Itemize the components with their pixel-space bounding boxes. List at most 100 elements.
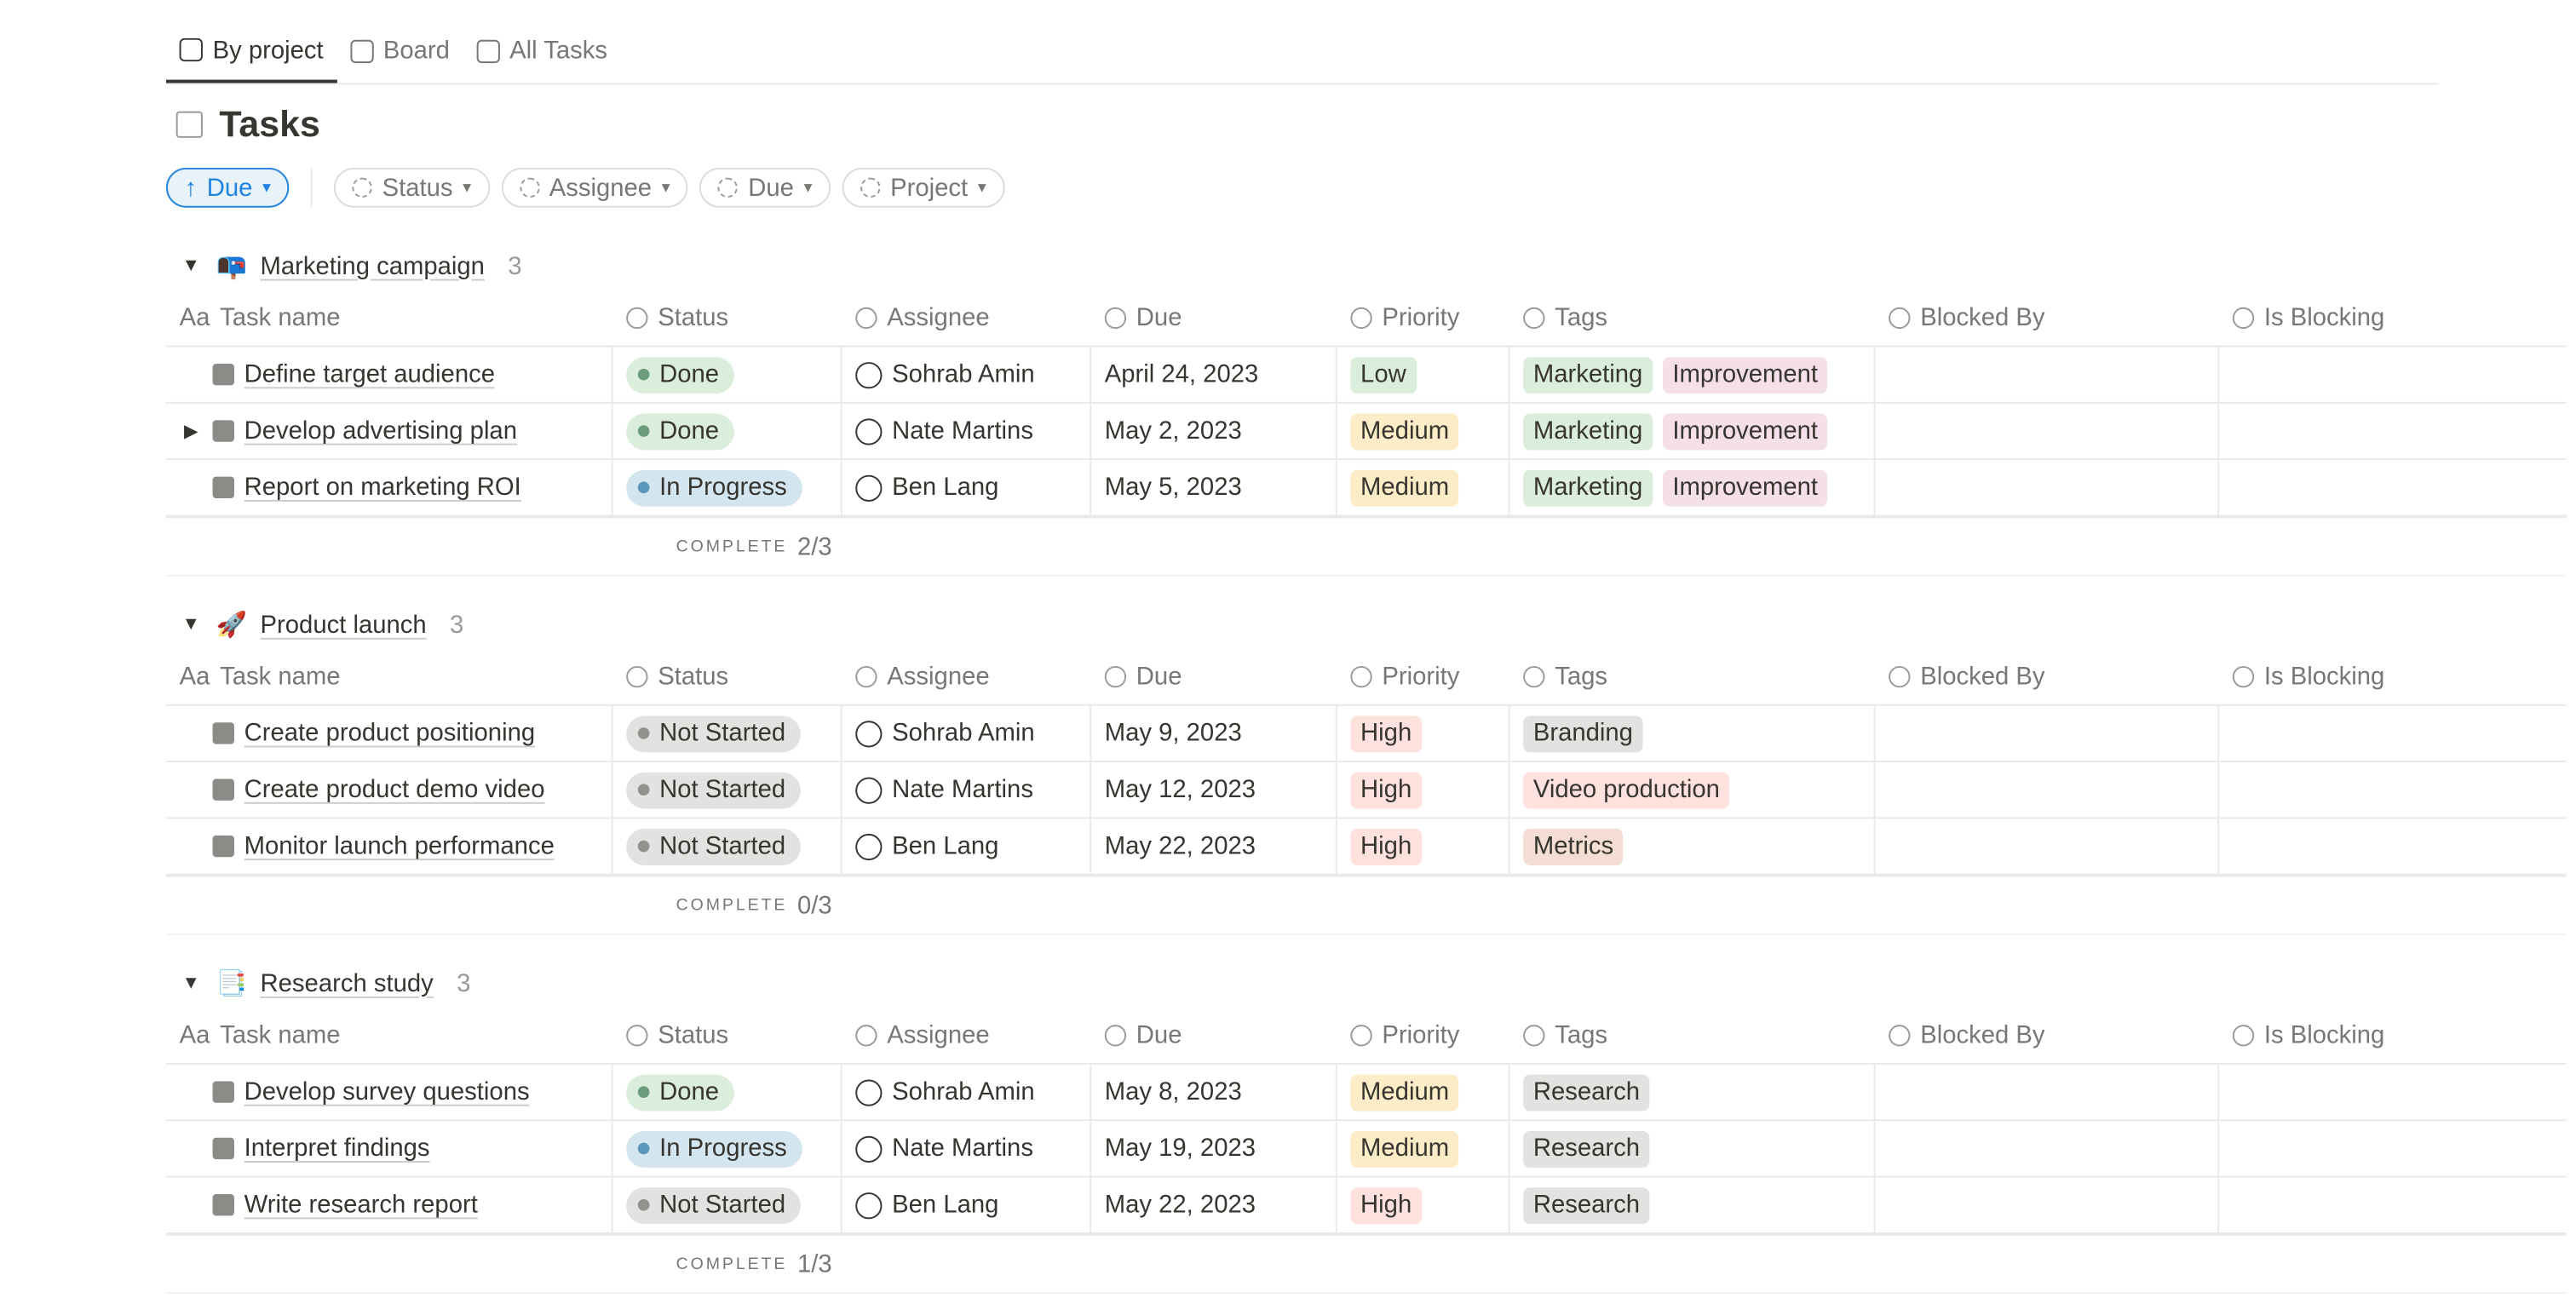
status-badge: Not Started [626, 771, 801, 808]
sort-pill[interactable]: ↑ Due ▾ [166, 167, 290, 208]
status-label: In Progress [659, 472, 787, 501]
column-icon [855, 665, 877, 688]
is-blocking-cell [2219, 1178, 2567, 1232]
status-dot [637, 1198, 650, 1211]
task-row: ▶ Develop advertising plan Done Nate Martin… [166, 403, 2567, 461]
column-label: Due [1136, 303, 1182, 332]
avatar [855, 361, 883, 388]
column-icon [2232, 665, 2255, 688]
assignee-cell: Nate Martins [842, 762, 1092, 818]
task-name[interactable]: Create product positioning [244, 719, 536, 748]
due-cell: April 24, 2023 [1091, 347, 1337, 402]
status-badge: Not Started [626, 1186, 801, 1224]
tags-cell: Branding [1510, 705, 1876, 761]
expand-toggle[interactable]: ▶ [183, 422, 198, 442]
due-date: May 22, 2023 [1104, 1191, 1256, 1220]
avatar [855, 832, 883, 860]
title-icon [175, 111, 203, 138]
assignee-name: Ben Lang [892, 831, 999, 861]
priority-cell: High [1337, 762, 1510, 818]
assignee-name: Ben Lang [892, 1191, 999, 1220]
blocked-by-cell [1876, 1121, 2220, 1176]
blocked-by-cell [1876, 1177, 2220, 1232]
filter-icon [860, 177, 881, 198]
page-icon [212, 1194, 234, 1216]
avatar [855, 1192, 883, 1219]
status-badge: Done [626, 356, 734, 393]
filter-pill[interactable]: Due ▾ [699, 167, 831, 208]
view-tab[interactable]: Board [336, 20, 463, 81]
column-icon: Aa [179, 663, 210, 692]
task-row: Monitor launch performance Not Started Ben… [166, 819, 2567, 876]
blocked-by-cell [1876, 705, 2220, 761]
status-dot [637, 840, 650, 853]
task-name[interactable]: Report on marketing ROI [244, 473, 521, 502]
group-header[interactable]: ▼ 📭 Marketing campaign 3 [166, 241, 2567, 291]
blocked-by-cell [1876, 460, 2220, 515]
assignee-cell: Ben Lang [842, 1177, 1092, 1232]
blocked-by-cell [1876, 762, 2220, 818]
complete-label: COMPLETE [676, 896, 788, 915]
group-name: Product launch [260, 610, 427, 639]
column-label: Task name [220, 303, 341, 332]
filter-pill[interactable]: Assignee ▾ [501, 167, 689, 208]
priority-badge: High [1350, 771, 1422, 808]
task-name[interactable]: Define target audience [244, 360, 495, 389]
group-header[interactable]: ▼ 🚀 Product launch 3 [166, 600, 2567, 650]
status-badge: Not Started [626, 828, 801, 865]
priority-badge: Low [1350, 356, 1417, 393]
column-header: Tags [1510, 290, 1876, 345]
status-cell: Not Started [613, 762, 842, 818]
filter-pill[interactable]: Status ▾ [334, 167, 490, 208]
view-tab[interactable]: All Tasks [463, 20, 621, 81]
task-row: Define target audience Done Sohrab Amin Apr… [166, 347, 2567, 404]
column-icon [626, 665, 648, 688]
column-icon [1104, 1025, 1127, 1047]
column-icon [1350, 665, 1372, 688]
column-label: Priority [1382, 1021, 1460, 1050]
chevron: ▾ [463, 178, 472, 198]
view-tab[interactable]: By project [166, 20, 337, 83]
column-icon [1889, 665, 1911, 688]
column-label: Status [658, 1021, 729, 1050]
tag: Research [1523, 1129, 1650, 1167]
status-cell: Done [613, 347, 842, 402]
page-icon [212, 835, 234, 858]
column-label: Priority [1382, 303, 1460, 332]
task-name[interactable]: Develop survey questions [244, 1077, 530, 1106]
task-name[interactable]: Interpret findings [244, 1134, 430, 1163]
status-dot [637, 784, 650, 796]
column-icon [1104, 307, 1127, 330]
tags-cell: Marketing Improvement [1510, 347, 1876, 402]
column-icon [1523, 1025, 1545, 1047]
group-footer: COMPLETE 2/3 [166, 516, 2567, 577]
is-blocking-cell [2219, 762, 2567, 817]
column-icon [626, 307, 648, 330]
page-icon [212, 778, 234, 801]
toggle: ▼ [181, 973, 200, 994]
filter-label: Due [748, 173, 794, 202]
blocked-by-cell [1876, 347, 2220, 402]
priority-cell: Low [1337, 347, 1510, 402]
complete-label: COMPLETE [676, 1255, 788, 1273]
tag: Marketing [1523, 356, 1653, 393]
task-row: Create product positioning Not Started Soh… [166, 705, 2567, 763]
status-dot [637, 425, 650, 437]
group-header[interactable]: ▼ 📑 Research study 3 [166, 958, 2567, 1008]
group-count: 3 [449, 610, 464, 639]
due-cell: May 22, 2023 [1091, 819, 1337, 874]
view-tabs: By project Board All Tasks [166, 20, 2439, 85]
task-name[interactable]: Monitor launch performance [244, 831, 555, 861]
task-name[interactable]: Write research report [244, 1191, 478, 1220]
column-headers: Aa Task name Status Assignee Due Priority Tags… [166, 1008, 2567, 1065]
column-label: Is Blocking [2263, 303, 2385, 332]
blocked-by-cell [1876, 1064, 2220, 1120]
column-label: Due [1136, 1021, 1182, 1050]
filter-pill[interactable]: Project ▾ [842, 167, 1005, 208]
priority-badge: Medium [1350, 468, 1459, 506]
column-header: Tags [1510, 1008, 1876, 1063]
task-name[interactable]: Develop advertising plan [244, 416, 517, 445]
filter-icon [718, 177, 739, 198]
task-name[interactable]: Create product demo video [244, 775, 545, 804]
